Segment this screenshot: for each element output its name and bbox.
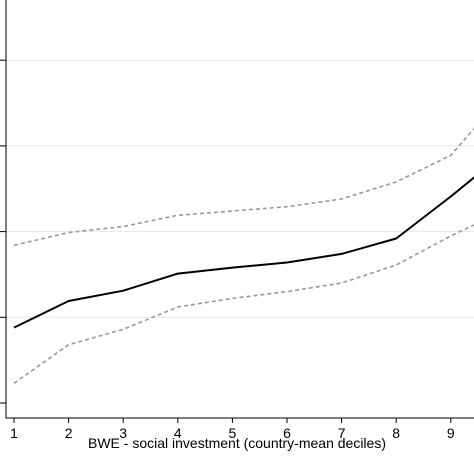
x-tick-label-8: 8: [392, 425, 400, 441]
series-line-lower-ci: [13, 224, 474, 384]
x-axis-title: BWE - social investment (country-mean de…: [88, 435, 386, 451]
x-tick-label-3: 3: [119, 425, 127, 441]
x-tick-label-1: 1: [10, 425, 18, 441]
x-tick-label-2: 2: [65, 425, 73, 441]
y-ticks: [0, 59, 6, 404]
series-line-upper-ci: [13, 127, 474, 247]
x-tick-label-4: 4: [174, 425, 182, 441]
x-ticks: 1 2 3 4 5 6 7 8 9: [10, 418, 455, 441]
x-tick-label-6: 6: [283, 425, 291, 441]
series-group: [13, 127, 474, 384]
x-tick-label-7: 7: [338, 425, 346, 441]
series-line-estimate: [13, 176, 474, 329]
x-tick-label-9: 9: [447, 425, 455, 441]
gridlines: [6, 59, 474, 318]
x-tick-label-5: 5: [229, 425, 237, 441]
